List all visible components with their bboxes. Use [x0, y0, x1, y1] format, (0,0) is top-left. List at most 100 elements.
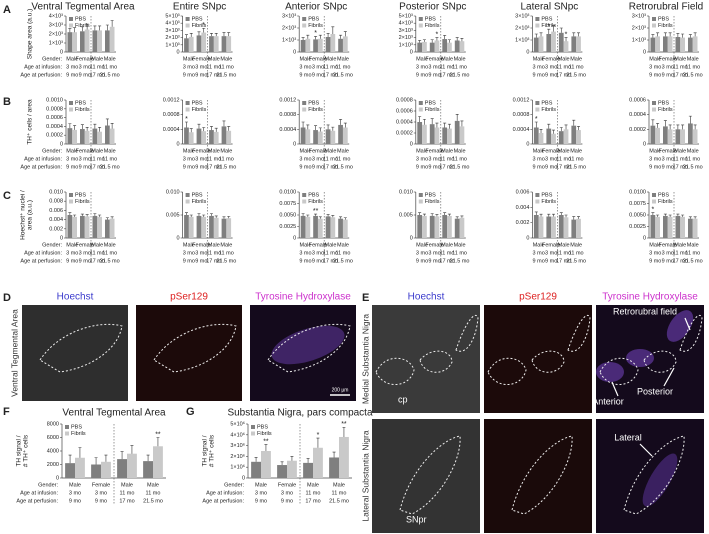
- bar: [209, 215, 214, 238]
- error-bar: [184, 212, 188, 215]
- bar: [571, 125, 577, 144]
- error-bar: [676, 213, 680, 216]
- legend-label: PBS: [308, 101, 319, 107]
- bar: [551, 216, 556, 238]
- legend-label: Fibrils: [425, 199, 440, 205]
- panel-e: Hoechst pSer129 Tyrosine Hydroxylase cp …: [360, 292, 704, 533]
- bar: [305, 38, 311, 52]
- y-tick-label: 0.004: [49, 217, 63, 223]
- x-tick-label: 9 mo: [299, 72, 311, 78]
- x-tick-label: Male: [454, 242, 466, 248]
- legend-swatch: [302, 193, 307, 197]
- row-label: Age at perfusion:: [202, 498, 244, 504]
- error-bar: [189, 214, 193, 217]
- x-tick-label: Female: [659, 242, 677, 248]
- error-bar: [422, 213, 426, 216]
- bar: [67, 215, 73, 238]
- error-bar: [98, 214, 102, 217]
- x-tick-label: Male: [255, 482, 267, 488]
- y-tick-label: 1×10³: [282, 37, 296, 43]
- x-tick-label: Female: [76, 56, 94, 62]
- x-tick-label: Male: [220, 56, 232, 62]
- x-tick-label: 3 mo: [545, 64, 557, 70]
- x-tick-label: 3 mo: [312, 156, 324, 162]
- x-tick-label: 3 mo: [79, 250, 91, 256]
- micrograph: [372, 305, 480, 413]
- bar: [655, 216, 660, 238]
- error-bar: [418, 116, 422, 122]
- error-bar: [280, 461, 284, 466]
- bar: [72, 32, 77, 52]
- error-bar: [663, 32, 667, 37]
- error-bar: [663, 120, 667, 127]
- error-bar: [189, 128, 193, 133]
- x-tick-label: 3 mo: [281, 490, 293, 496]
- x-tick-label: 17 mo: [206, 164, 221, 170]
- channel-header: Tyrosine Hydroxylase: [255, 292, 351, 303]
- y-tick-label: 0.0050: [279, 212, 296, 218]
- legend-label: PBS: [658, 17, 669, 23]
- row-label: Gender:: [42, 148, 62, 154]
- error-bar: [447, 123, 451, 129]
- y-axis-label: # TH⁺ cells: [209, 434, 216, 467]
- bar: [226, 218, 232, 238]
- x-tick-label: 3 mo: [662, 156, 674, 162]
- legend-label: Fibrils: [541, 199, 556, 205]
- x-tick-label: Male: [104, 242, 116, 248]
- x-tick-label: Male: [333, 482, 345, 488]
- x-tick-label: Male: [104, 56, 116, 62]
- x-tick-label: Male: [454, 148, 466, 154]
- y-tick-label: 3×10³: [515, 13, 529, 19]
- outline: [399, 435, 461, 515]
- bar: [313, 39, 318, 52]
- x-tick-label: 11 mo: [120, 490, 135, 496]
- x-tick-label: Male: [183, 242, 195, 248]
- x-tick-label: Female: [425, 148, 443, 154]
- x-tick-label: 21.5 mo: [100, 164, 120, 170]
- y-tick-label: 3×10³: [282, 13, 296, 19]
- bar: [692, 129, 698, 144]
- error-bar: [460, 120, 464, 127]
- y-tick-label: 2×10³: [165, 35, 179, 41]
- error-bar: [547, 123, 551, 129]
- y-tick-label: 0.0008: [163, 112, 180, 118]
- error-bar: [547, 28, 551, 34]
- legend-label: Fibrils: [308, 107, 323, 113]
- x-tick-label: 3 mo: [312, 250, 324, 256]
- bar: [546, 128, 552, 144]
- bar: [576, 218, 581, 238]
- error-bar: [110, 123, 114, 129]
- micrograph: [22, 305, 128, 401]
- error-bar: [214, 32, 218, 37]
- chart-title: Substantia Nigra, pars compacta: [227, 408, 373, 419]
- side-label: Ventral Tegmental Area: [9, 309, 19, 397]
- y-axis-label: Shape area (a.u.): [27, 9, 34, 60]
- y-tick-label: 0.0010: [46, 97, 63, 103]
- error-bar: [443, 122, 447, 128]
- region-label: Retrorubral field: [613, 306, 677, 316]
- x-tick-label: Male: [674, 242, 686, 248]
- y-tick-label: 0.0002: [46, 133, 63, 139]
- x-tick-label: 3 mo: [428, 64, 440, 70]
- bar: [454, 120, 460, 144]
- error-bar: [73, 125, 77, 130]
- bar: [300, 127, 306, 144]
- bar: [533, 37, 539, 52]
- bar: [422, 124, 427, 144]
- legend-label: PBS: [75, 193, 86, 199]
- y-tick-label: 0: [643, 141, 646, 147]
- bar: [325, 37, 331, 52]
- error-bar: [85, 23, 89, 30]
- x-tick-label: 9 mo: [79, 72, 91, 78]
- outline: [375, 357, 415, 385]
- bar: [650, 37, 656, 52]
- row-label: Age at perfusion:: [20, 72, 62, 78]
- error-bar: [306, 214, 310, 217]
- bar: [667, 36, 673, 52]
- error-bar: [430, 118, 434, 125]
- error-bar: [227, 32, 231, 37]
- x-tick-label: 11 mo: [219, 156, 234, 162]
- error-bar: [534, 121, 538, 128]
- error-bar: [688, 34, 692, 38]
- bar: [251, 461, 261, 478]
